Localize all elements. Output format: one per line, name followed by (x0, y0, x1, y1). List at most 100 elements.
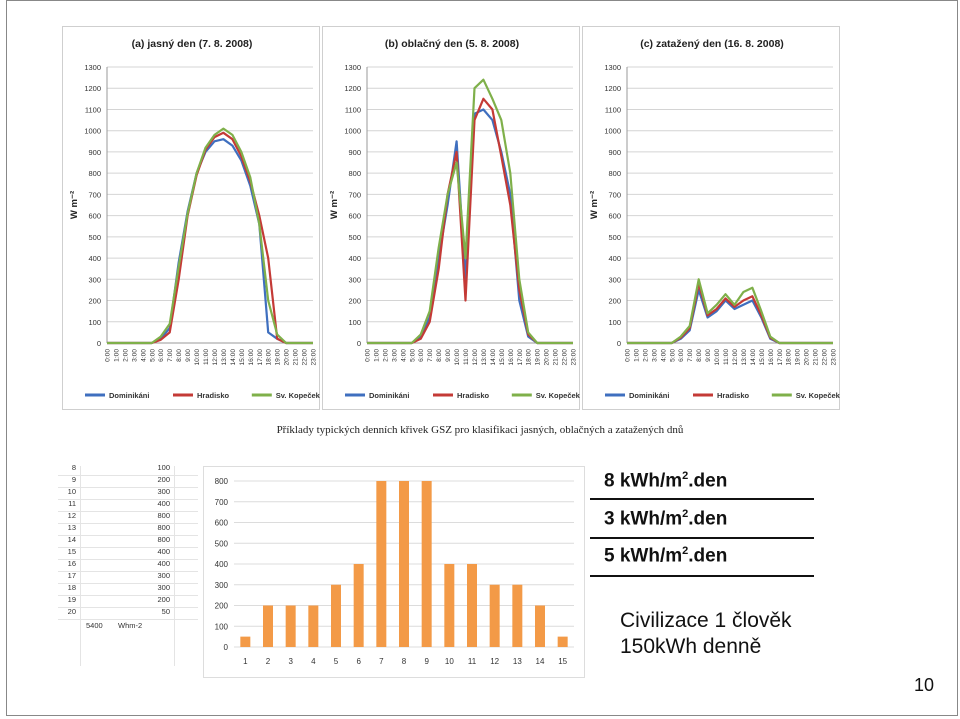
table-row: 9 200 (58, 475, 198, 488)
y-tick-label: 600 (348, 212, 361, 221)
x-tick-label: 1:00 (633, 349, 640, 362)
x-tick-label: 9 (424, 657, 429, 666)
row-value: 200 (157, 595, 170, 604)
x-tick-label: 11:00 (203, 349, 210, 365)
x-tick-label: 17:00 (517, 349, 524, 366)
x-tick-label: 16:00 (508, 349, 515, 366)
y-tick-label: 800 (608, 169, 621, 178)
y-tick-label: 1300 (604, 63, 621, 72)
x-tick-label: 13 (513, 657, 522, 666)
bar (467, 564, 477, 647)
x-tick-label: 10:00 (714, 349, 721, 366)
table-row: 13 800 (58, 523, 198, 536)
y-tick-label: 1000 (604, 127, 621, 136)
bar (285, 605, 296, 647)
x-tick-label: 18:00 (526, 349, 533, 366)
chart-title: (a) jasný den (7. 8. 2008) (132, 38, 253, 50)
x-tick-label: 19:00 (795, 349, 802, 366)
y-tick-label: 900 (348, 148, 361, 157)
x-tick-label: 16:00 (248, 349, 255, 366)
row-index: 8 (71, 463, 76, 472)
x-tick-label: 11 (468, 657, 477, 666)
y-tick-label: 400 (215, 560, 229, 569)
daily-chart-cloudy: (b) oblačný den (5. 8. 2008) 0 100 200 300 40… (322, 26, 581, 410)
x-tick-label: 15:00 (499, 349, 506, 366)
row-value: 300 (157, 487, 170, 496)
y-tick-label: 1000 (344, 127, 361, 136)
y-tick-label: 500 (88, 233, 101, 242)
x-tick-label: 8 (402, 657, 407, 666)
y-tick-label: 100 (348, 318, 361, 327)
legend-label: Dominikáni (369, 391, 409, 400)
x-tick-label: 0:00 (365, 349, 372, 362)
y-tick-label: 400 (348, 254, 361, 263)
y-axis-label: W m⁻² (329, 191, 340, 219)
x-tick-label: 7:00 (167, 349, 174, 362)
x-tick-label: 9:00 (185, 349, 192, 362)
table-row: 10 300 (58, 487, 198, 500)
x-tick-label: 14:00 (230, 349, 237, 366)
x-tick-label: 6:00 (678, 349, 685, 362)
x-tick-label: 22:00 (822, 349, 829, 366)
table-row: 20 50 (58, 607, 198, 620)
y-axis-label: W m⁻² (589, 191, 600, 219)
chart-title: (c) zatažený den (16. 8. 2008) (640, 38, 784, 50)
y-tick-label: 200 (348, 297, 361, 306)
legend-label: Hradisko (717, 391, 750, 400)
x-tick-label: 3:00 (131, 349, 138, 362)
x-tick-label: 10:00 (194, 349, 201, 366)
table-row: 8 100 (58, 463, 198, 476)
row-index: 16 (67, 559, 76, 568)
x-tick-label: 8:00 (436, 349, 443, 362)
y-tick-label: 1100 (85, 105, 101, 114)
bar (489, 584, 500, 647)
x-tick-label: 4 (311, 657, 316, 666)
y-tick-label: 800 (215, 477, 229, 486)
x-tick-label: 9:00 (705, 349, 712, 362)
bar (512, 584, 523, 647)
x-tick-label: 22:00 (562, 349, 569, 366)
x-tick-label: 1:00 (113, 349, 120, 362)
x-tick-label: 20:00 (804, 349, 811, 366)
row-value: 400 (157, 559, 170, 568)
page-number: 10 (913, 675, 934, 695)
x-tick-label: 21:00 (813, 349, 820, 366)
series-line (627, 282, 833, 345)
y-tick-label: 800 (348, 169, 361, 178)
spreadsheet-table: 5400 Whm-2 8 100 9 200 10 300 11 400 12 800 13 800 1… (58, 463, 198, 676)
bar (331, 584, 341, 647)
x-tick-label: 3:00 (651, 349, 658, 362)
row-index: 11 (68, 499, 76, 508)
x-tick-label: 15 (558, 657, 567, 666)
series-line (627, 278, 833, 345)
y-tick-label: 300 (348, 275, 361, 284)
y-tick-label: 1300 (84, 63, 101, 72)
y-tick-label: 500 (608, 233, 621, 242)
y-tick-label: 1000 (84, 127, 101, 136)
x-tick-label: 7 (379, 657, 384, 666)
x-tick-label: 8:00 (696, 349, 703, 362)
y-axis-label: W m⁻² (69, 191, 80, 219)
legend-label: Hradisko (197, 391, 230, 400)
bar (444, 564, 455, 647)
x-tick-label: 23:00 (311, 349, 318, 366)
y-tick-label: 0 (357, 339, 361, 348)
legend-label: Sv. Kopeček (536, 391, 581, 400)
daily-chart-overcast: (c) zatažený den (16. 8. 2008) 0 100 200 300… (582, 26, 841, 410)
y-tick-label: 900 (88, 148, 101, 157)
row-value: 400 (157, 499, 170, 508)
row-index: 14 (67, 535, 76, 544)
y-tick-label: 900 (608, 148, 621, 157)
series-line (107, 131, 313, 345)
x-tick-label: 2 (266, 657, 271, 666)
table-row: 19 200 (58, 595, 198, 608)
y-tick-label: 1200 (344, 84, 361, 93)
y-tick-label: 600 (88, 212, 101, 221)
x-tick-label: 6:00 (418, 349, 425, 362)
y-tick-label: 0 (224, 643, 229, 652)
civilization-line-2: 150kWh denně (620, 635, 762, 658)
x-tick-label: 14 (536, 657, 545, 666)
row-value: 200 (157, 475, 170, 484)
table-row: 18 300 (58, 583, 198, 596)
x-tick-label: 10 (445, 657, 454, 666)
